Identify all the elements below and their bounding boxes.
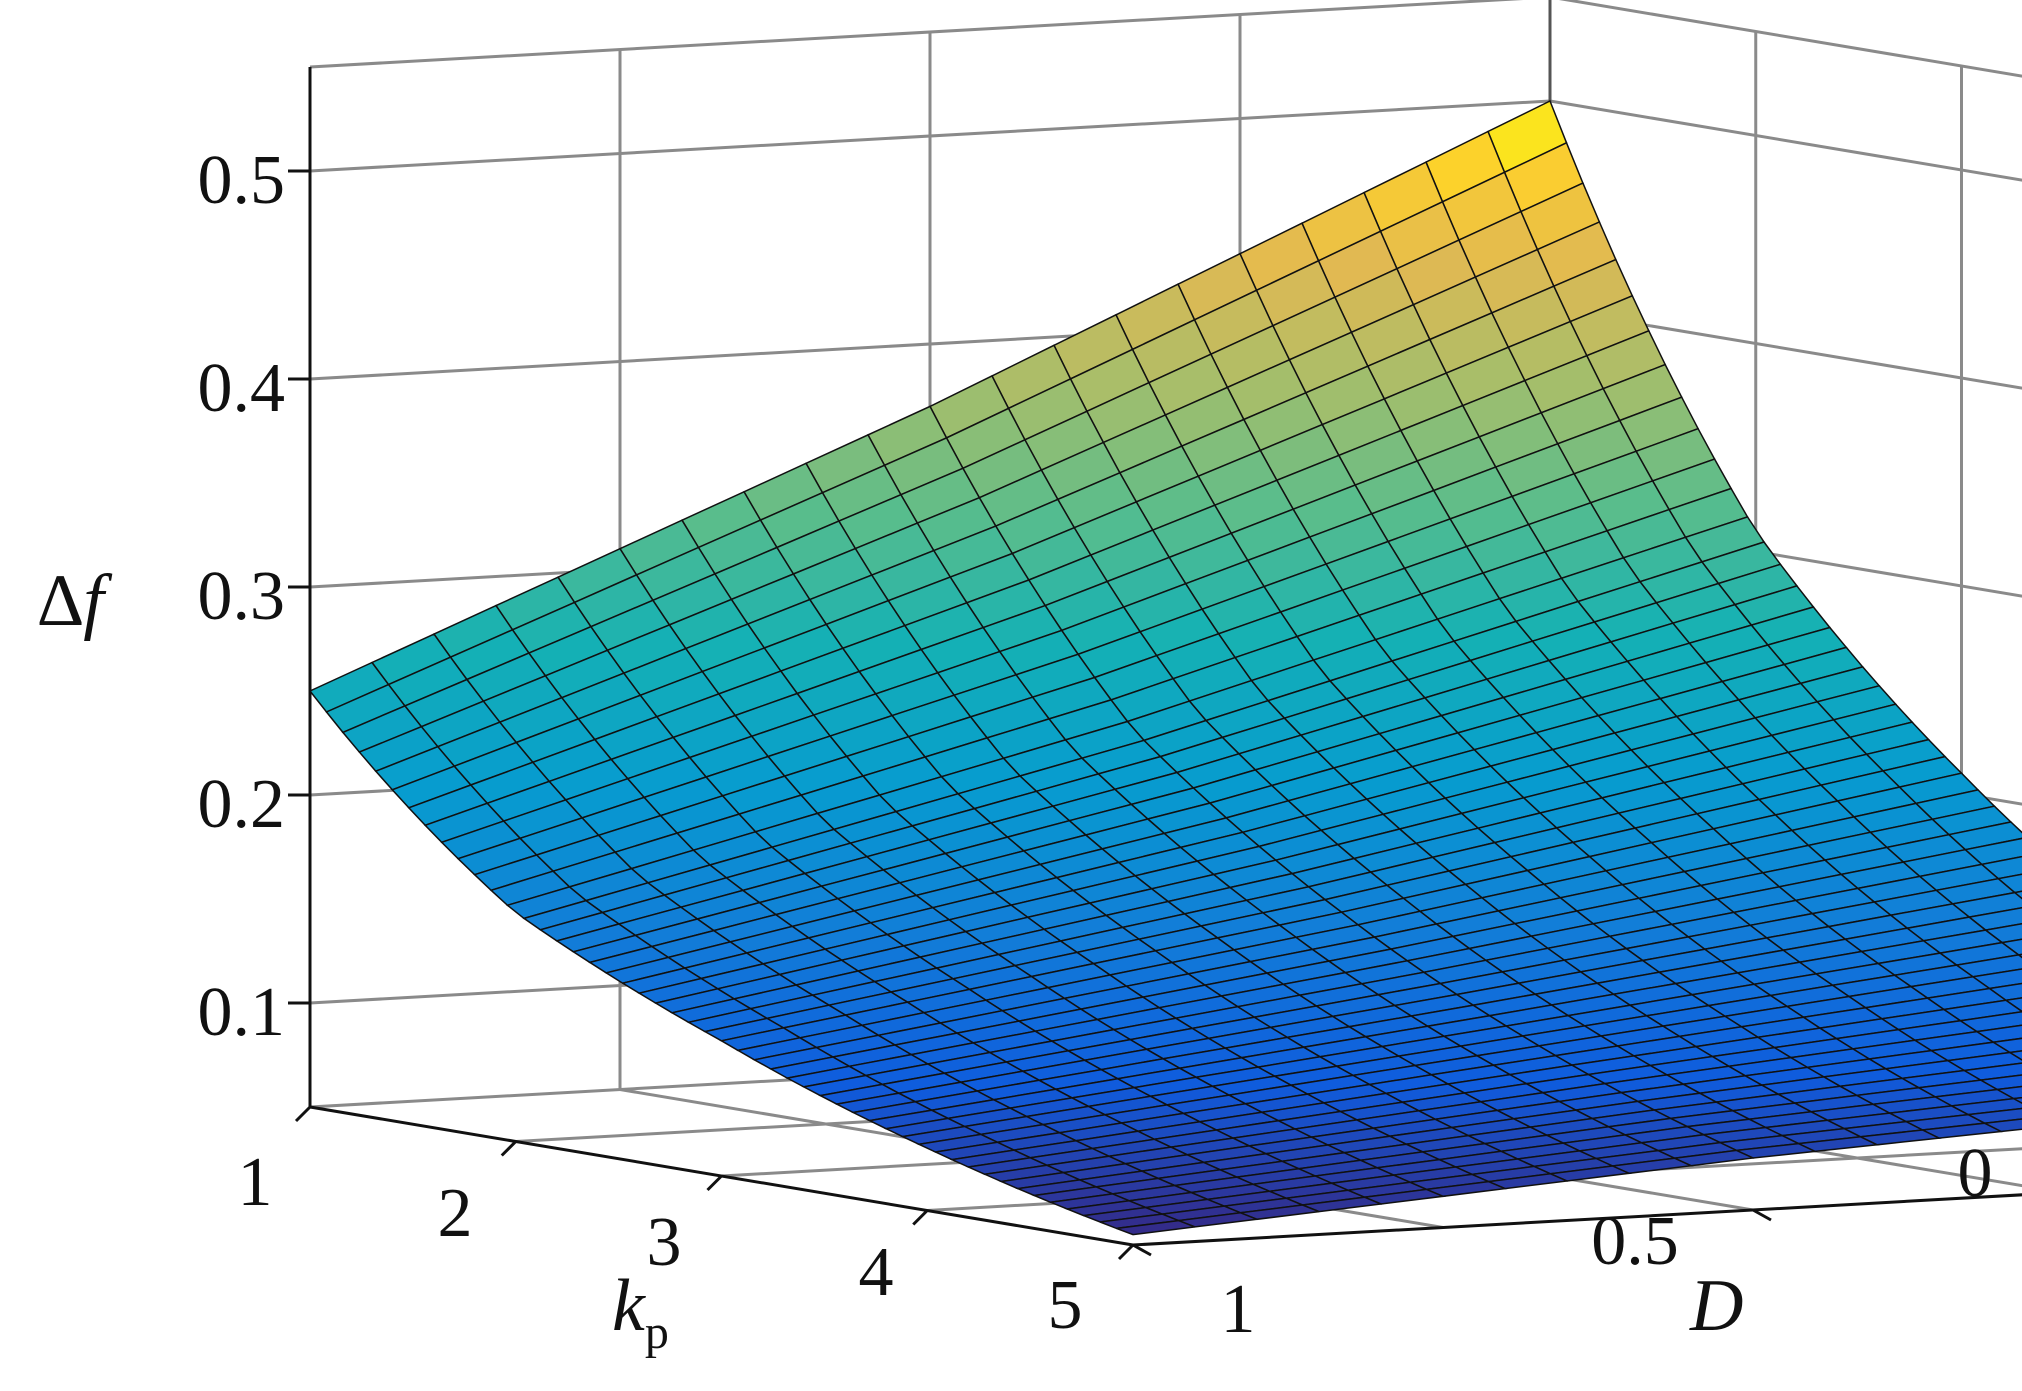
d-tick-mark bbox=[1132, 1243, 1152, 1257]
kp-tick-label: 3 bbox=[647, 1204, 682, 1281]
kp-tick-mark bbox=[294, 1105, 312, 1123]
kp-tick-label: 2 bbox=[438, 1175, 473, 1252]
kp-axis-subscript: p bbox=[645, 1306, 669, 1359]
d-tick-label: 1 bbox=[1221, 1271, 1256, 1348]
d-tick-label: 0.5 bbox=[1591, 1203, 1679, 1280]
kp-axis-symbol: k bbox=[612, 1265, 646, 1347]
d-tick-label: 0 bbox=[1958, 1135, 1993, 1212]
z-tick-label: 0.3 bbox=[198, 558, 286, 635]
surface bbox=[308, 99, 2022, 1236]
axes bbox=[288, 67, 2022, 1261]
z-tick-label: 0.1 bbox=[198, 974, 286, 1051]
grid-line bbox=[1558, 0, 2022, 78]
z-tick-label: 0.5 bbox=[198, 142, 286, 219]
surface-patch bbox=[1116, 1219, 1196, 1236]
kp-axis-label: kp bbox=[612, 1265, 669, 1359]
d-tick-mark bbox=[1752, 1208, 1772, 1222]
z-tick-label: 0.2 bbox=[198, 766, 286, 843]
z-tick-label: 0.4 bbox=[198, 350, 286, 427]
grid-line bbox=[1549, 99, 2022, 182]
kp-tick-mark bbox=[912, 1209, 929, 1226]
kp-tick-mark bbox=[1117, 1243, 1135, 1261]
kp-tick-label: 5 bbox=[1048, 1267, 1083, 1344]
kp-tick-label: 4 bbox=[859, 1234, 894, 1311]
d-axis-label: D bbox=[1689, 1265, 1743, 1347]
kp-tick-label: 1 bbox=[238, 1144, 273, 1221]
kp-tick-mark bbox=[706, 1174, 723, 1192]
kp-tick-mark bbox=[500, 1140, 517, 1157]
z-axis-label: ∆f bbox=[38, 560, 113, 642]
